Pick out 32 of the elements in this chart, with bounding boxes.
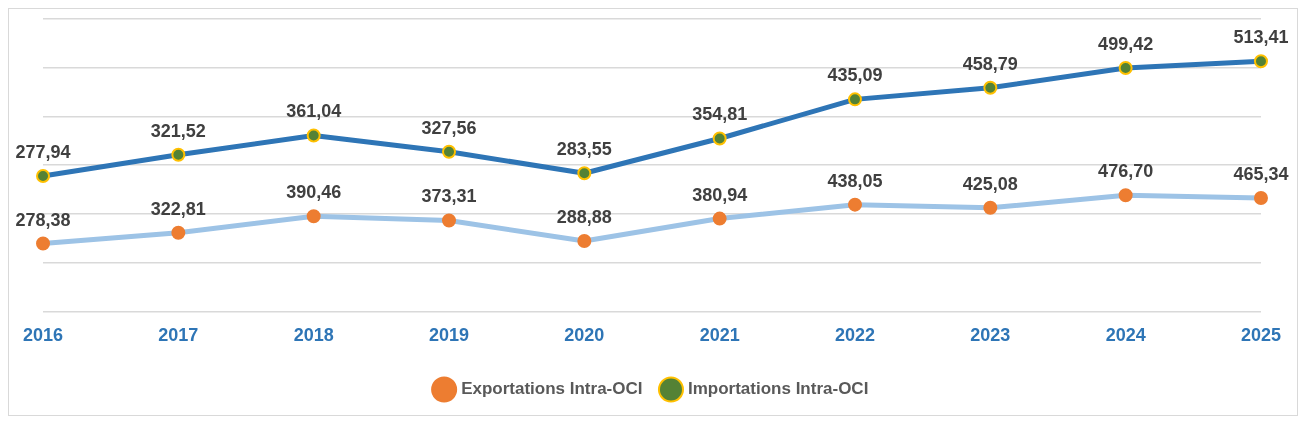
data-label: 278,38 [15,209,71,230]
data-label: 458,79 [962,53,1018,74]
legend-label: Exportations Intra-OCI [461,379,643,399]
data-label: 476,70 [1098,161,1154,182]
x-tick-label: 2019 [428,325,470,346]
x-tick-label: 2016 [23,325,64,346]
x-tick-label: 2021 [699,325,740,346]
data-label: 438,05 [827,170,883,191]
data-label: 373,31 [421,186,477,207]
x-tick-label: 2018 [293,325,334,346]
data-label: 513,41 [1233,27,1289,48]
data-label: 465,34 [1233,163,1289,184]
data-label: 425,08 [962,173,1018,194]
data-label: 380,94 [692,184,748,205]
data-label: 288,88 [556,206,612,227]
legend-label: Importations Intra-OCI [687,379,869,399]
data-label: 435,09 [827,65,883,86]
data-label: 277,94 [15,141,71,162]
data-label: 327,56 [421,117,477,138]
data-label: 321,52 [150,120,206,141]
x-tick-label: 2017 [158,325,199,346]
x-tick-label: 2023 [970,325,1011,346]
data-label: 283,55 [556,139,612,160]
data-label: 499,42 [1098,33,1154,54]
data-label: 322,81 [150,198,206,219]
x-tick-label: 2024 [1105,325,1146,346]
data-label: 390,46 [286,182,342,203]
data-label: 354,81 [692,104,748,125]
data-label: 361,04 [286,101,342,122]
x-tick-label: 2020 [564,325,605,346]
x-tick-label: 2025 [1240,325,1281,346]
x-tick-label: 2022 [834,325,876,346]
